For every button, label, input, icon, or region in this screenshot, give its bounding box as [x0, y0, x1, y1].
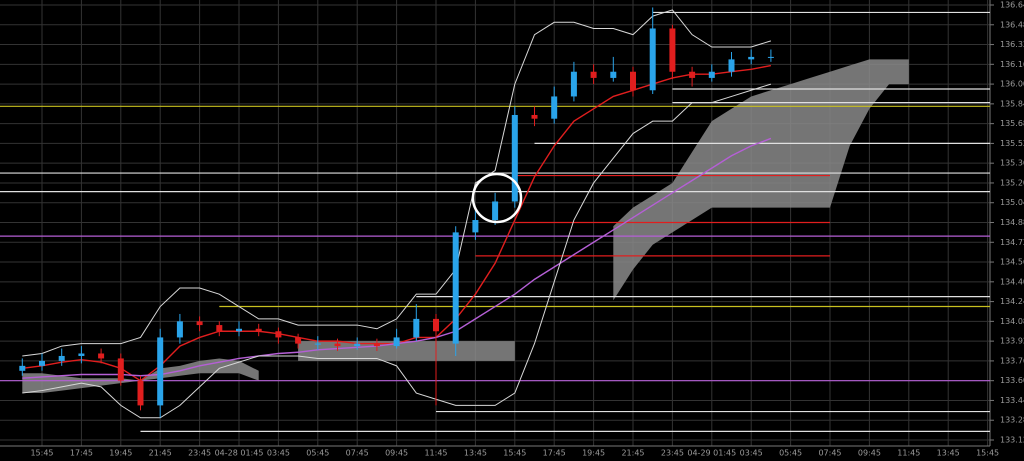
candle-body: [492, 201, 499, 221]
candle-body: [689, 71, 696, 78]
candle-body: [610, 71, 617, 78]
y-tick-label: 135.52: [1000, 139, 1024, 148]
x-tick-label: 05:45: [779, 449, 802, 458]
y-tick-label: 133.92: [1000, 337, 1024, 346]
candle-body: [531, 114, 538, 119]
x-tick-label: 05:45: [306, 449, 329, 458]
x-tick-label: 04-28 01:45: [215, 449, 264, 458]
y-tick-label: 135.36: [1000, 159, 1024, 168]
y-tick-label: 135.20: [1000, 178, 1024, 187]
candle-body: [255, 328, 262, 332]
x-tick-label: 15:45: [503, 449, 526, 458]
indicator-line: [22, 83, 772, 419]
candle-body: [748, 56, 755, 60]
candle-body: [39, 360, 45, 366]
candle-body: [630, 71, 636, 91]
x-tick-label: 03:45: [267, 449, 290, 458]
candle-body: [19, 365, 26, 371]
y-tick-label: 133.60: [1000, 376, 1024, 385]
candle-body: [314, 343, 321, 345]
y-tick-label: 136.00: [1000, 80, 1024, 89]
candle-body: [649, 28, 656, 91]
x-tick-label: 03:45: [740, 449, 763, 458]
candle-body: [728, 59, 735, 72]
x-tick-label: 04-29 01:45: [687, 449, 736, 458]
candle-body: [472, 220, 479, 233]
candle-body: [393, 337, 400, 347]
candle-body: [570, 71, 577, 97]
y-tick-label: 135.04: [1000, 198, 1024, 207]
indicator-line: [22, 9, 772, 357]
x-tick-label: 11:45: [897, 449, 920, 458]
y-tick-label: 136.48: [1000, 20, 1024, 29]
candle-body: [373, 343, 380, 347]
candle-body: [157, 337, 164, 406]
x-tick-label: 13:45: [937, 449, 960, 458]
x-tick-label: 17:45: [543, 449, 566, 458]
y-tick-label: 136.16: [1000, 60, 1024, 69]
x-tick-label: 09:45: [385, 449, 408, 458]
x-tick-label: 23:45: [661, 449, 684, 458]
candle-body: [295, 337, 302, 344]
candle-body: [98, 353, 105, 359]
x-tick-label: 19:45: [582, 449, 605, 458]
cloud: [613, 59, 909, 301]
y-tick-label: 134.24: [1000, 297, 1024, 306]
candle-body: [354, 343, 361, 347]
y-tick-label: 133.28: [1000, 416, 1024, 425]
cloud: [298, 341, 515, 361]
x-tick-label: 09:45: [858, 449, 881, 458]
candle-body: [590, 71, 597, 78]
y-tick-label: 135.84: [1000, 99, 1024, 108]
candle-body: [334, 343, 341, 347]
candle-body: [117, 358, 124, 381]
candle-body: [669, 28, 676, 72]
x-tick-label: 13:45: [464, 449, 487, 458]
x-tick-label: 21:45: [149, 449, 172, 458]
x-tick-label: 15:45: [30, 449, 53, 458]
cloud: [22, 358, 259, 394]
x-tick-label: 23:45: [188, 449, 211, 458]
y-tick-label: 133.76: [1000, 356, 1024, 365]
y-tick-label: 133.12: [1000, 436, 1024, 445]
candle-body: [176, 321, 183, 338]
x-tick-label: 19:45: [109, 449, 132, 458]
y-tick-label: 133.44: [1000, 396, 1024, 405]
x-tick-label: 15:45: [976, 449, 999, 458]
y-tick-label: 134.56: [1000, 258, 1024, 267]
candle-body: [413, 318, 420, 338]
y-tick-label: 136.64: [1000, 1, 1024, 10]
candle-body: [551, 96, 558, 119]
y-tick-label: 134.40: [1000, 277, 1024, 286]
candle-body: [137, 380, 144, 406]
candle-body: [196, 321, 203, 326]
y-tick-label: 135.68: [1000, 119, 1024, 128]
y-tick-label: 134.08: [1000, 317, 1024, 326]
candle-body: [511, 114, 518, 202]
candle-body: [452, 232, 459, 344]
candle-body: [708, 71, 715, 78]
x-tick-label: 11:45: [424, 449, 447, 458]
x-tick-label: 21:45: [621, 449, 644, 458]
x-tick-label: 17:45: [70, 449, 93, 458]
x-tick-label: 07:45: [818, 449, 841, 458]
candle-body: [433, 318, 439, 332]
candle-body: [275, 331, 282, 338]
x-tick-label: 07:45: [346, 449, 369, 458]
candle-body: [767, 56, 774, 58]
candle-body: [216, 325, 223, 332]
y-tick-label: 136.32: [1000, 40, 1024, 49]
y-tick-label: 134.88: [1000, 218, 1024, 227]
highlight-circle: [471, 172, 523, 224]
y-tick-label: 134.72: [1000, 238, 1024, 247]
candle-body: [58, 355, 65, 361]
candle-body: [78, 353, 85, 356]
candle-body: [236, 328, 242, 332]
